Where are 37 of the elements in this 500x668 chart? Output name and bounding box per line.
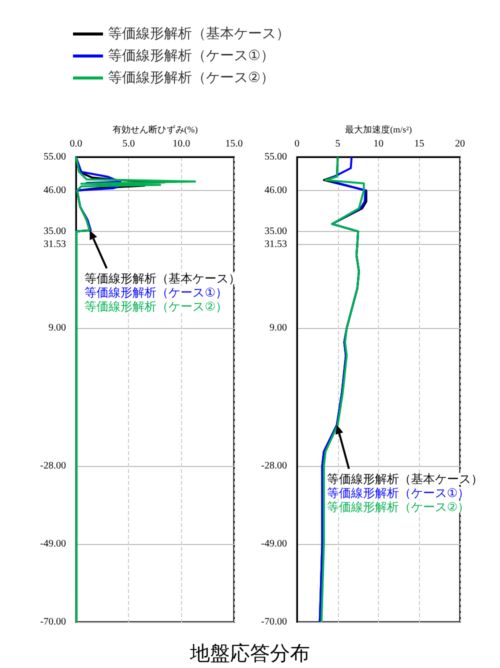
annotation: 等価線形解析（ケース①） [326,486,470,500]
y-tick-label: -49.00 [261,538,287,550]
y-tick-label: 35.00 [264,226,287,237]
y-tick-label: -70.00 [261,616,287,628]
x-tick-label: 5.0 [122,138,135,150]
y-tick-label: 35.00 [44,226,66,237]
y-tick-label: 55.00 [264,152,287,162]
annotation: 等価線形解析（基本ケース） [84,271,241,286]
y-tick-label: 55.00 [44,152,66,162]
annotation: 等価線形解析（基本ケース） [326,472,483,486]
x-tick-label: 0.0 [70,138,82,150]
x-tick-label: 15 [414,138,424,150]
x-tick-label: 5 [335,138,340,150]
legend-label: 等価線形解析（ケース②） [108,70,275,86]
legend-label: 等価線形解析（基本ケース） [108,26,290,42]
y-tick-label: -28.00 [40,460,66,472]
x-axis-title: 有効せん断ひずみ(%) [112,124,198,135]
annotation: 等価線形解析（ケース②） [84,299,228,314]
x-tick-label: 20 [455,138,465,150]
legend-label: 等価線形解析（ケース①） [108,48,275,64]
x-tick-label: 10.0 [172,138,190,150]
y-tick-label: -70.00 [40,616,66,628]
text: 地盤応答分布 [189,641,310,665]
y-tick-label: 9.00 [270,322,287,334]
x-tick-label: 0 [294,138,300,150]
y-tick-label: 46.00 [264,184,287,196]
y-tick-label: 31.53 [44,238,66,250]
annotation: 等価線形解析（ケース①） [84,285,228,300]
y-tick-label: -49.00 [40,538,66,550]
y-tick-label: 31.53 [264,238,287,250]
y-tick-label: -28.00 [261,460,287,472]
x-tick-label: 10 [374,138,384,150]
annotation: 等価線形解析（ケース②） [326,500,470,514]
y-tick-label: 9.00 [48,322,66,334]
y-tick-label: 46.00 [44,184,66,196]
x-axis-title: 最大加速度(m/s²) [345,124,412,135]
x-tick-label: 15.0 [225,138,243,150]
